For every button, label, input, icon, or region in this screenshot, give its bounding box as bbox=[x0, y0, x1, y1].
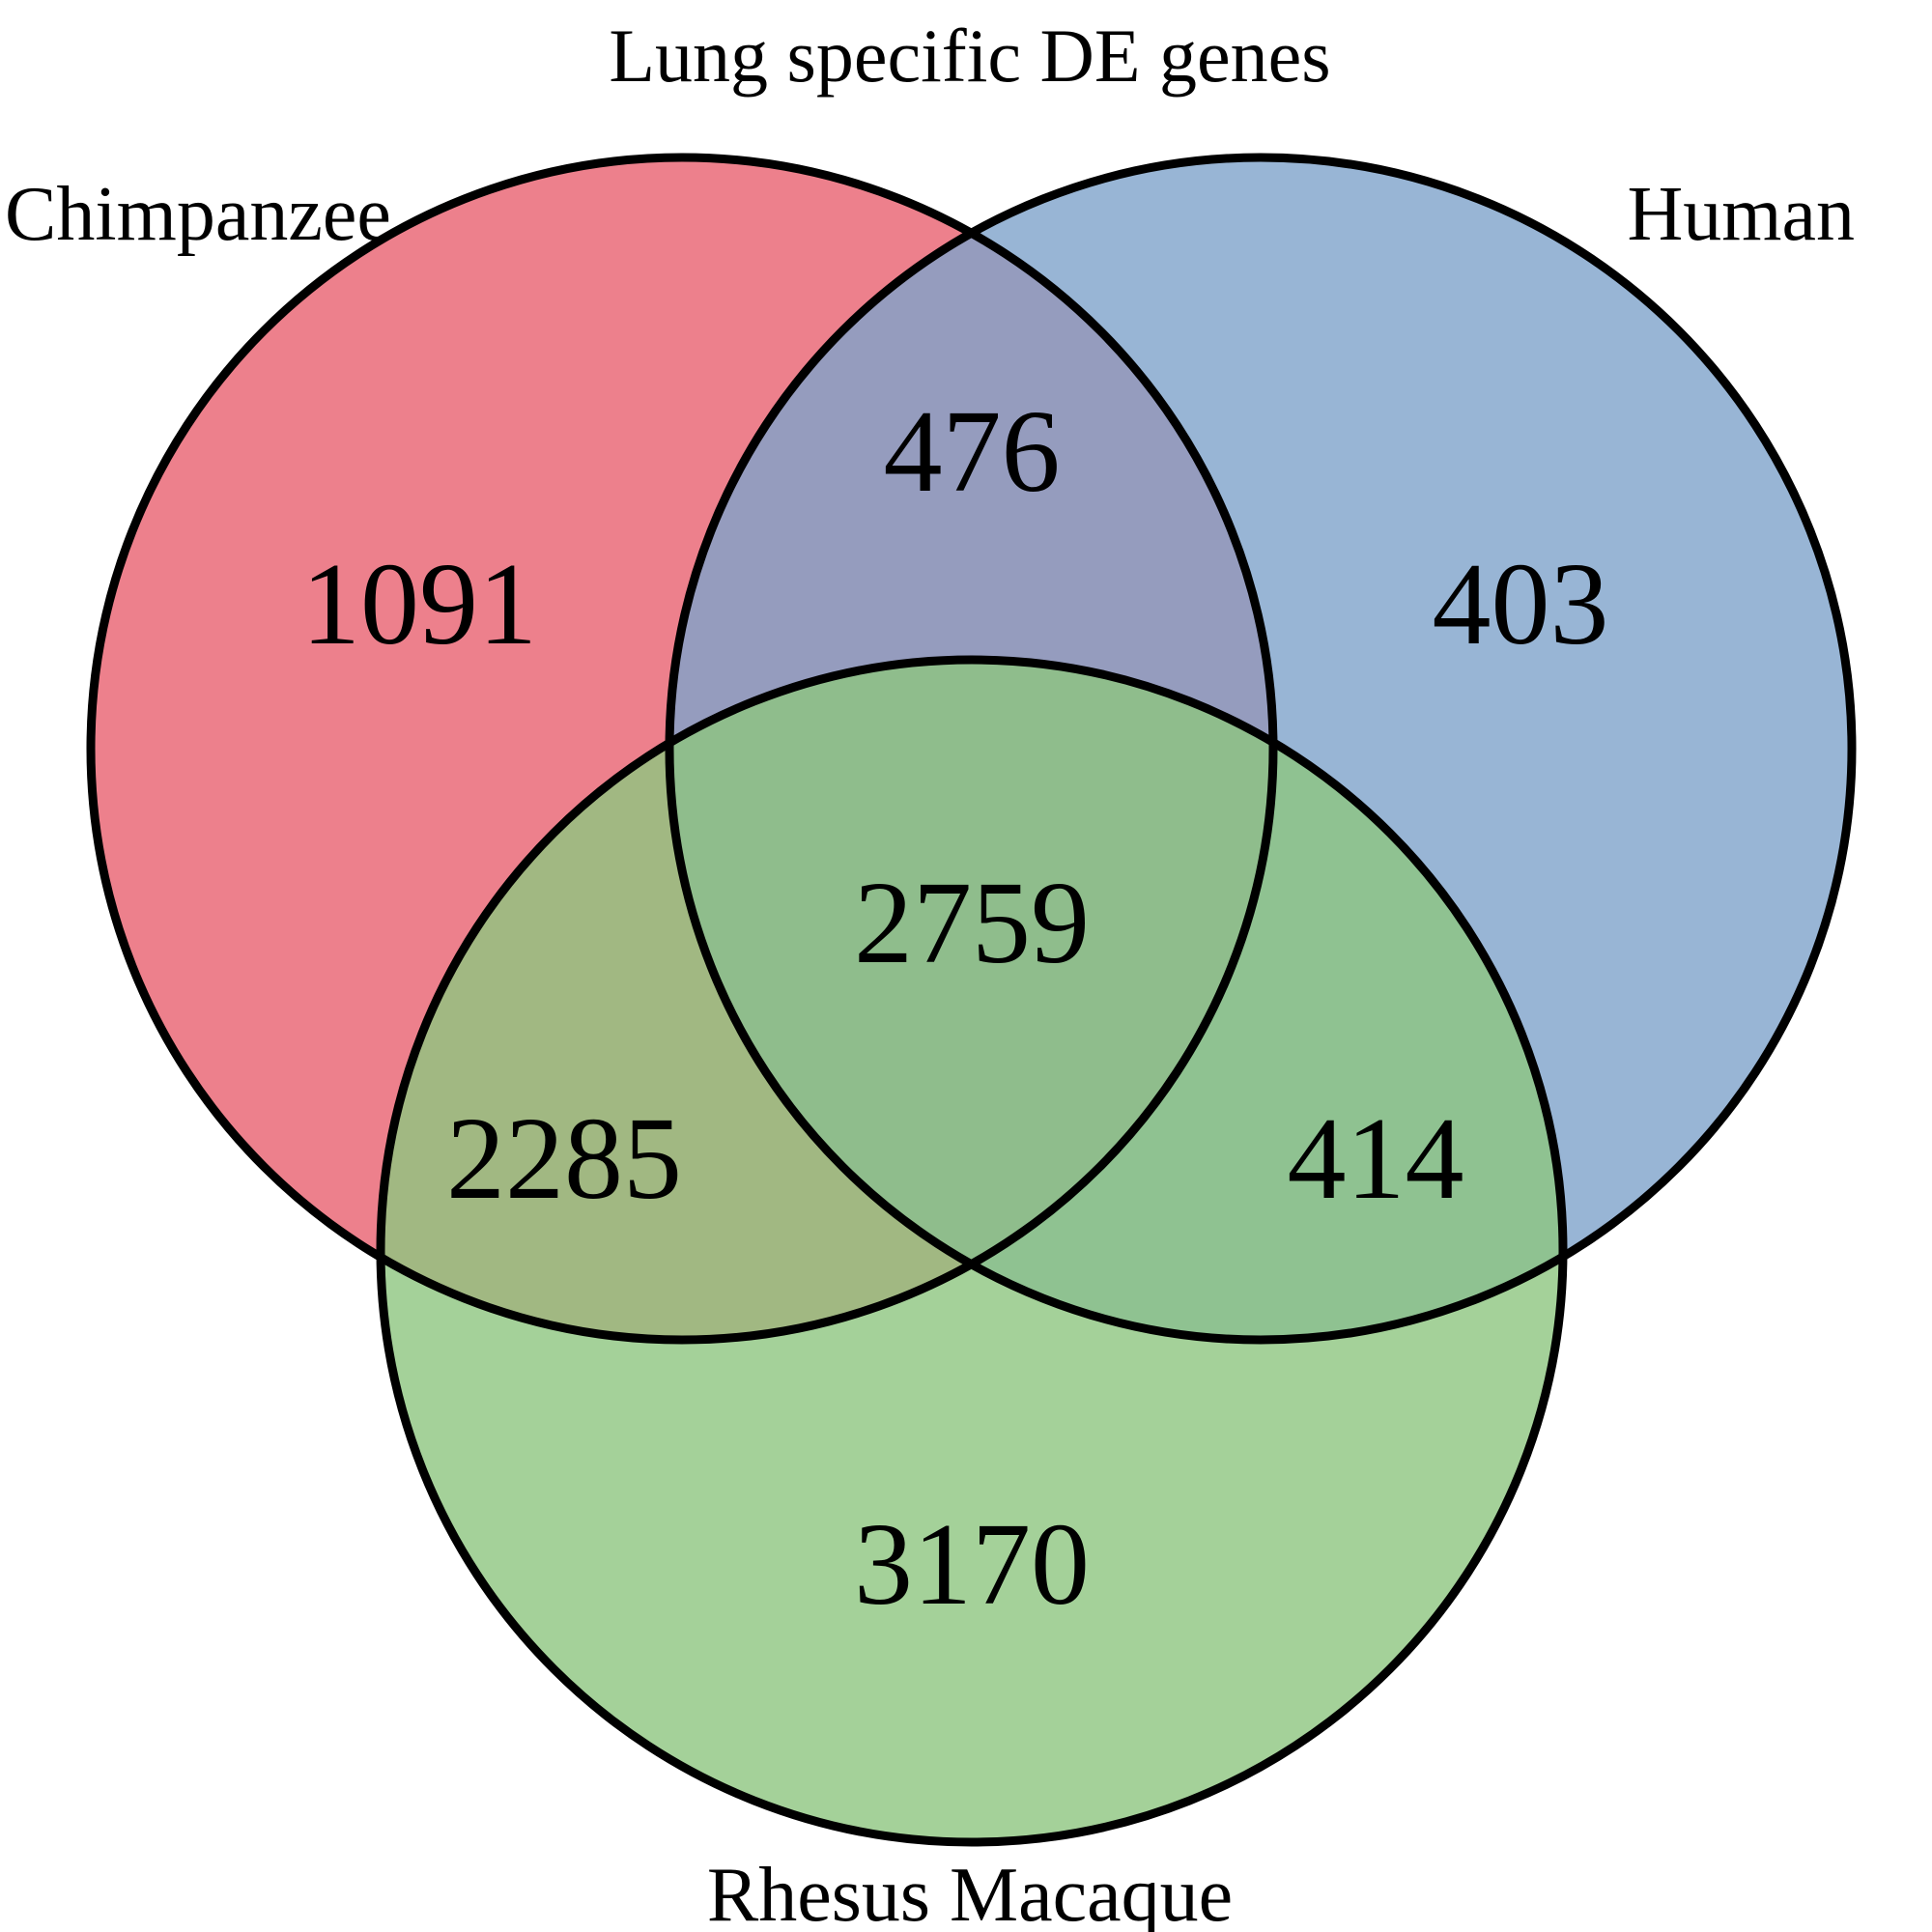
rhesus-macaque-circle-outline bbox=[376, 655, 1568, 1847]
count-chimpanzee-rhesus: 2285 bbox=[446, 1094, 682, 1224]
set-outlines bbox=[86, 153, 1857, 1847]
set-fills bbox=[91, 157, 1852, 1842]
count-rhesus-only: 3170 bbox=[854, 1499, 1090, 1630]
human-circle-outline bbox=[665, 153, 1857, 1345]
count-all-three: 2759 bbox=[854, 858, 1090, 988]
set-label-human: Human bbox=[1627, 172, 1855, 257]
chimpanzee-circle-outline bbox=[86, 153, 1278, 1345]
count-human-only: 403 bbox=[1433, 539, 1609, 669]
set-label-chimpanzee: Chimpanzee bbox=[5, 172, 391, 257]
count-chimpanzee-only: 1091 bbox=[301, 539, 537, 669]
rhesus-macaque-circle bbox=[381, 660, 1563, 1842]
set-label-rhesus-macaque: Rhesus Macaque bbox=[707, 1853, 1233, 1932]
count-chimpanzee-human: 476 bbox=[884, 386, 1061, 517]
diagram-title: Lung specific DE genes bbox=[609, 14, 1330, 98]
count-human-rhesus: 414 bbox=[1288, 1094, 1464, 1224]
